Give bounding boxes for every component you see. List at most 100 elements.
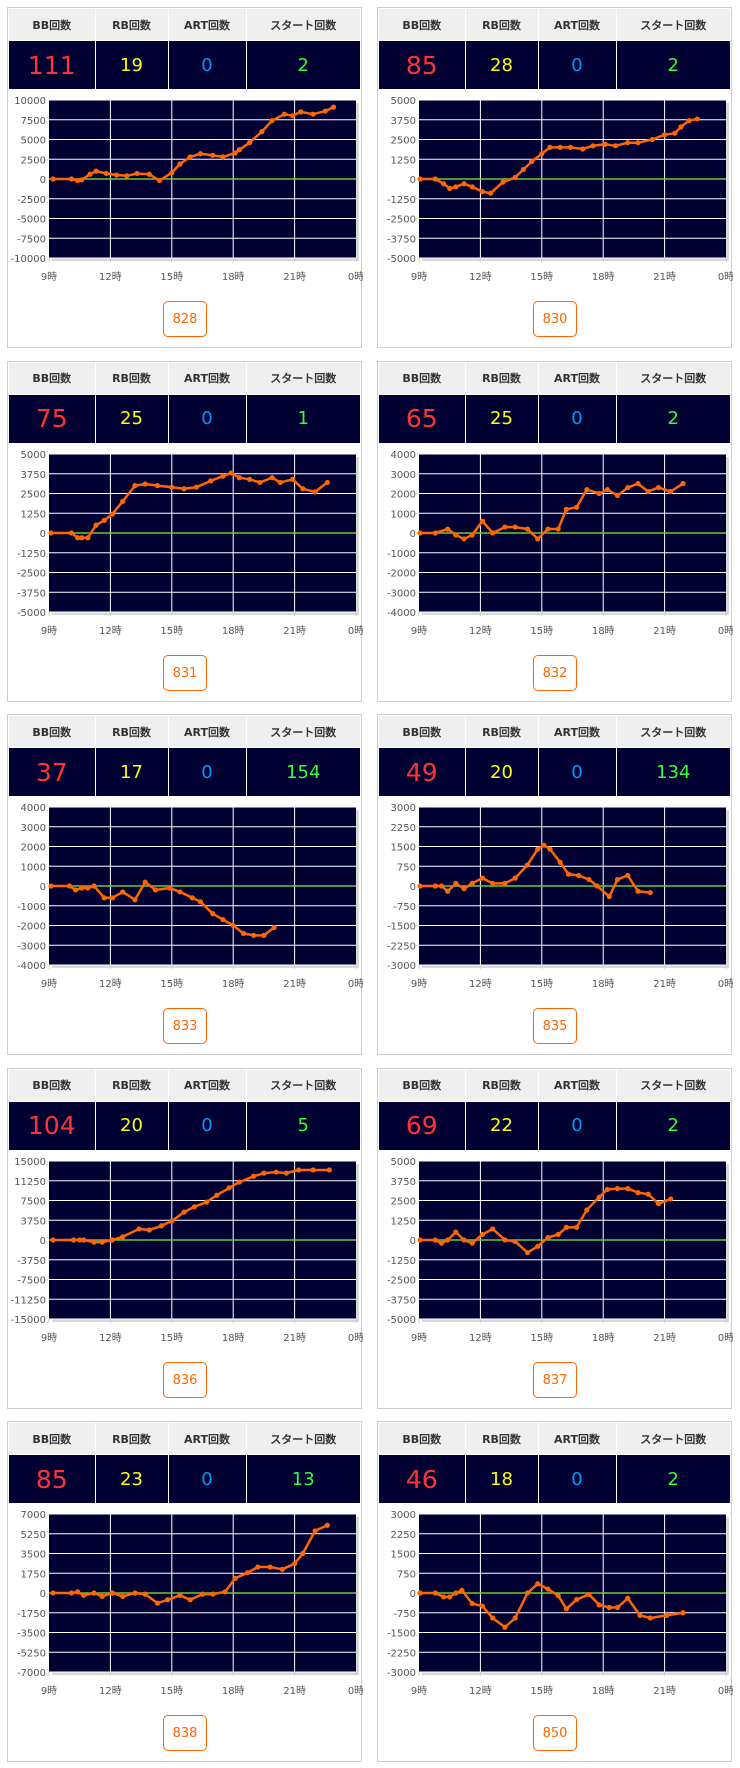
data-point <box>68 1590 75 1596</box>
machine-number-button[interactable]: 850 <box>533 1715 577 1751</box>
data-point <box>109 895 116 901</box>
y-tick-label: -2500 <box>387 1275 416 1286</box>
x-tick-label: 15時 <box>160 271 183 283</box>
machine-number-button[interactable]: 838 <box>163 1715 207 1751</box>
data-point <box>283 1170 290 1176</box>
bb-count: 37 <box>9 747 96 796</box>
data-point <box>271 924 277 931</box>
bb-header: BB回数 <box>379 716 466 748</box>
data-point <box>70 1236 77 1243</box>
start-count: 2 <box>616 40 730 89</box>
x-tick-label: 12時 <box>469 978 492 990</box>
data-point <box>528 159 535 165</box>
y-tick-label: 15000 <box>14 1157 46 1168</box>
y-tick-label: -1750 <box>17 1609 46 1620</box>
data-point <box>461 1236 467 1243</box>
x-tick-label: 18時 <box>592 1685 615 1697</box>
data-point <box>614 1604 621 1611</box>
stats-table: BB回数 RB回数 ART回数 スタート回数 111 19 0 2 <box>9 9 360 89</box>
data-point <box>220 916 226 923</box>
machine-number-button[interactable]: 833 <box>163 1008 207 1044</box>
data-point <box>330 104 337 110</box>
data-point <box>586 876 592 883</box>
machine-number-button[interactable]: 835 <box>533 1008 577 1044</box>
data-point <box>199 1591 206 1597</box>
y-tick-label: -2500 <box>387 215 416 226</box>
data-point <box>655 484 662 490</box>
bb-header: BB回数 <box>9 716 96 748</box>
y-tick-label: 7000 <box>21 1510 46 1521</box>
data-point <box>440 181 447 187</box>
data-point <box>281 111 287 117</box>
stats-table: BB回数 RB回数 ART回数 スタート回数 65 25 0 2 <box>379 362 730 443</box>
art-header: ART回数 <box>538 1069 617 1101</box>
data-point <box>236 147 242 153</box>
machine-number-button[interactable]: 831 <box>163 654 207 691</box>
x-tick-label: 12時 <box>469 1332 492 1344</box>
data-point <box>649 136 655 143</box>
bb-header: BB回数 <box>9 1423 96 1455</box>
x-tick-label: 15時 <box>160 978 183 990</box>
x-tick-label: 9時 <box>411 1332 427 1344</box>
x-tick-label: 12時 <box>469 1685 492 1697</box>
rb-header: RB回数 <box>95 9 169 41</box>
data-point <box>152 887 159 893</box>
data-point <box>289 113 296 119</box>
bb-count: 85 <box>9 1454 96 1503</box>
data-point <box>555 1593 561 1599</box>
data-point <box>310 111 316 117</box>
bb-count: 49 <box>379 747 466 796</box>
data-point <box>75 534 81 540</box>
rb-count: 20 <box>465 747 539 796</box>
y-tick-label: -3000 <box>17 941 46 952</box>
data-point <box>635 1189 641 1195</box>
y-tick-label: 4000 <box>391 450 416 461</box>
x-tick-label: 12時 <box>99 271 122 283</box>
start-header: スタート回数 <box>616 1423 730 1455</box>
machine-number-button[interactable]: 832 <box>533 654 577 691</box>
data-point <box>146 171 152 177</box>
bb-count: 111 <box>9 40 96 89</box>
data-point <box>322 108 328 114</box>
slump-chart: 5000 3750 2500 1250 0 -1250 -2500 -3750 -5000 9時 1… <box>387 96 733 283</box>
data-point <box>625 140 631 146</box>
data-point <box>120 1593 126 1599</box>
start-header: スタート回数 <box>246 362 360 394</box>
data-point <box>479 1603 486 1609</box>
data-point <box>208 477 214 483</box>
y-tick-label: -2000 <box>17 922 46 933</box>
x-tick-label: 21時 <box>653 271 676 283</box>
x-tick-label: 9時 <box>411 271 427 283</box>
data-point <box>292 1561 298 1567</box>
machine-number-button[interactable]: 828 <box>163 301 207 337</box>
machine-number-button[interactable]: 836 <box>163 1361 207 1398</box>
data-point <box>146 1226 152 1233</box>
data-point <box>273 1168 279 1175</box>
data-point <box>48 883 54 889</box>
x-tick-label: 21時 <box>283 271 306 283</box>
y-tick-label: -2500 <box>17 568 46 579</box>
y-tick-label: -11250 <box>11 1295 46 1306</box>
x-tick-label: 15時 <box>530 1332 553 1344</box>
data-point <box>136 1225 142 1232</box>
data-point <box>142 879 148 885</box>
machine-card: BB回数 RB回数 ART回数 スタート回数 69 22 0 2 837 5000… <box>377 1067 733 1409</box>
y-tick-label: -3500 <box>17 1629 46 1640</box>
data-point <box>584 486 590 492</box>
art-count: 0 <box>538 1454 617 1503</box>
y-tick-label: -1250 <box>387 195 416 206</box>
slump-chart: 10000 7500 5000 2500 0 -2500 -5000 -7500 -10000 9… <box>11 96 363 283</box>
data-point <box>606 1604 612 1611</box>
machine-number-button[interactable]: 830 <box>533 301 577 337</box>
art-count: 0 <box>538 747 617 796</box>
y-tick-label: -7500 <box>17 234 46 245</box>
data-point <box>524 1590 531 1596</box>
x-tick-label: 18時 <box>222 1685 245 1697</box>
data-point <box>300 485 306 491</box>
data-point <box>197 151 204 157</box>
data-point <box>625 872 631 879</box>
x-tick-label: 21時 <box>653 1332 676 1344</box>
stats-table: BB回数 RB回数 ART回数 スタート回数 85 28 0 2 <box>379 9 730 89</box>
machine-number-button[interactable]: 837 <box>533 1361 577 1398</box>
data-point <box>220 473 226 479</box>
